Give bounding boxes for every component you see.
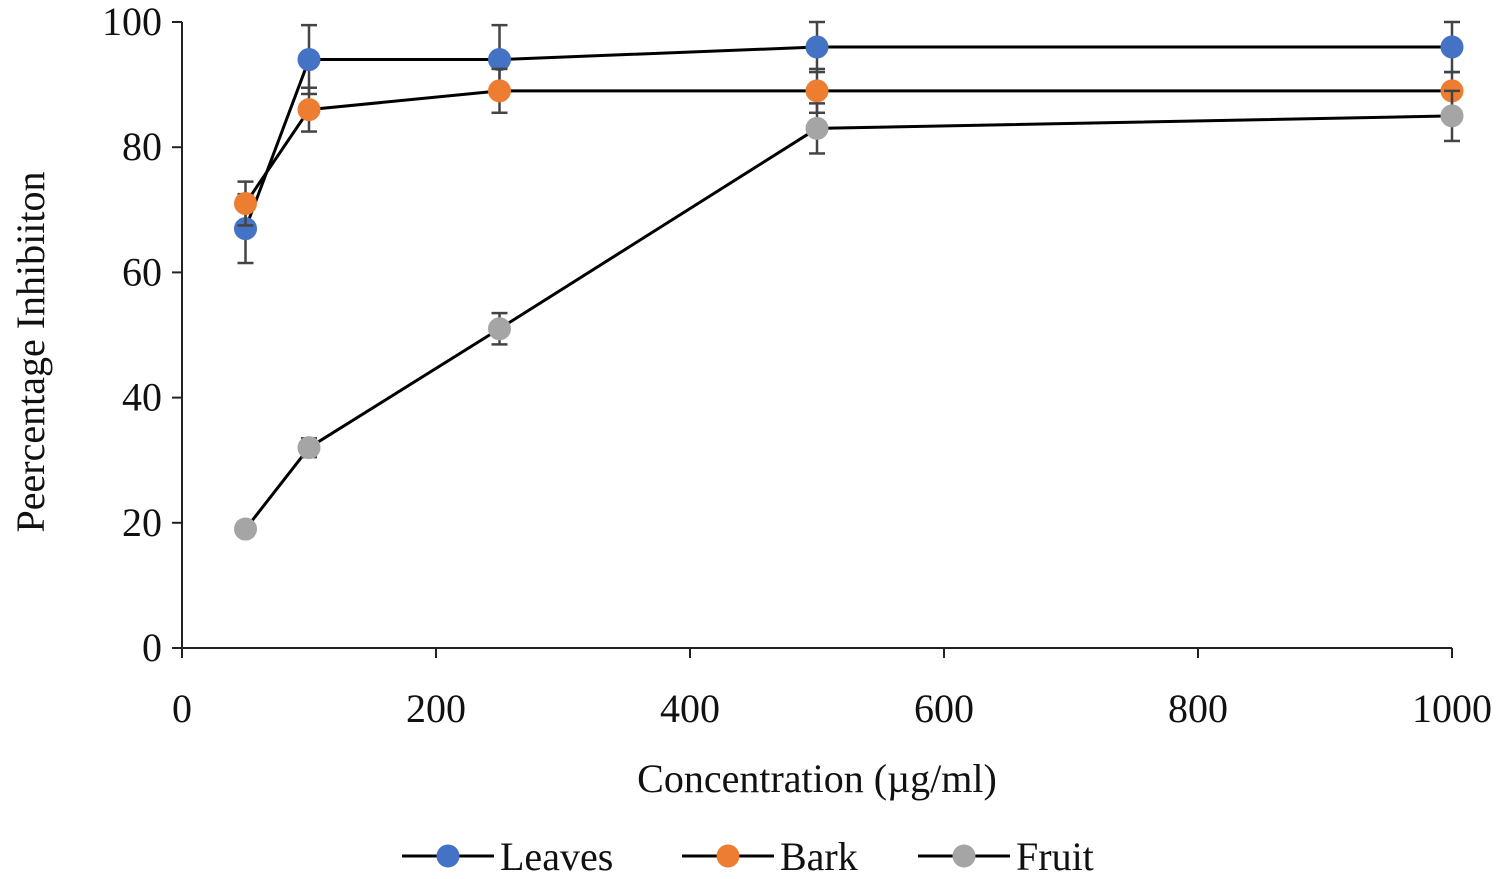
series-layer <box>234 20 1464 541</box>
y-tick-label: 40 <box>122 375 162 420</box>
y-tick-label: 100 <box>102 0 162 44</box>
series-bark <box>234 67 1464 227</box>
data-point <box>297 48 321 72</box>
legend-item-leaves: Leaves <box>402 834 613 879</box>
legend-label: Bark <box>780 834 858 879</box>
legend: Leaves Bark Fruit <box>402 834 1094 879</box>
legend-marker <box>436 844 460 868</box>
series-line-leaves <box>244 45 1452 230</box>
x-tick-label: 200 <box>406 686 466 731</box>
x-tick-label: 1000 <box>1412 686 1492 731</box>
x-tick-label: 800 <box>1168 686 1228 731</box>
data-point <box>805 79 829 103</box>
data-point <box>234 517 257 541</box>
data-point <box>1440 35 1464 59</box>
data-point <box>234 192 257 216</box>
series-fruit <box>234 89 1464 541</box>
legend-item-bark: Bark <box>682 834 858 879</box>
series-leaves <box>234 20 1464 265</box>
series-line-fruit <box>244 114 1453 530</box>
y-tick-label: 60 <box>122 249 162 294</box>
legend-label: Leaves <box>500 834 613 879</box>
y-tick-label: 80 <box>122 124 162 169</box>
legend-marker <box>716 844 740 868</box>
data-point <box>1440 104 1464 128</box>
legend-label: Fruit <box>1016 834 1094 879</box>
x-axis-title: Concentration (µg/ml) <box>637 756 997 801</box>
data-point <box>488 48 511 72</box>
y-axis-ticks: 0 20 40 60 80 100 <box>102 0 182 670</box>
x-tick-label: 0 <box>172 686 192 731</box>
data-point <box>488 317 511 341</box>
data-point <box>805 35 829 59</box>
axes <box>181 22 1452 649</box>
y-tick-label: 0 <box>142 625 162 670</box>
legend-item-fruit: Fruit <box>918 834 1094 879</box>
x-tick-label: 600 <box>914 686 974 731</box>
x-tick-label: 400 <box>660 686 720 731</box>
y-tick-label: 20 <box>122 500 162 545</box>
series-line-bark <box>244 89 1452 205</box>
data-point <box>297 98 321 122</box>
x-axis-ticks: 0 200 400 600 800 1000 <box>172 648 1492 731</box>
legend-marker <box>952 844 976 868</box>
data-point <box>297 436 321 460</box>
data-point <box>805 116 829 140</box>
data-point <box>488 79 511 103</box>
y-axis-title: Peercentage Inhibiiton <box>8 172 53 533</box>
